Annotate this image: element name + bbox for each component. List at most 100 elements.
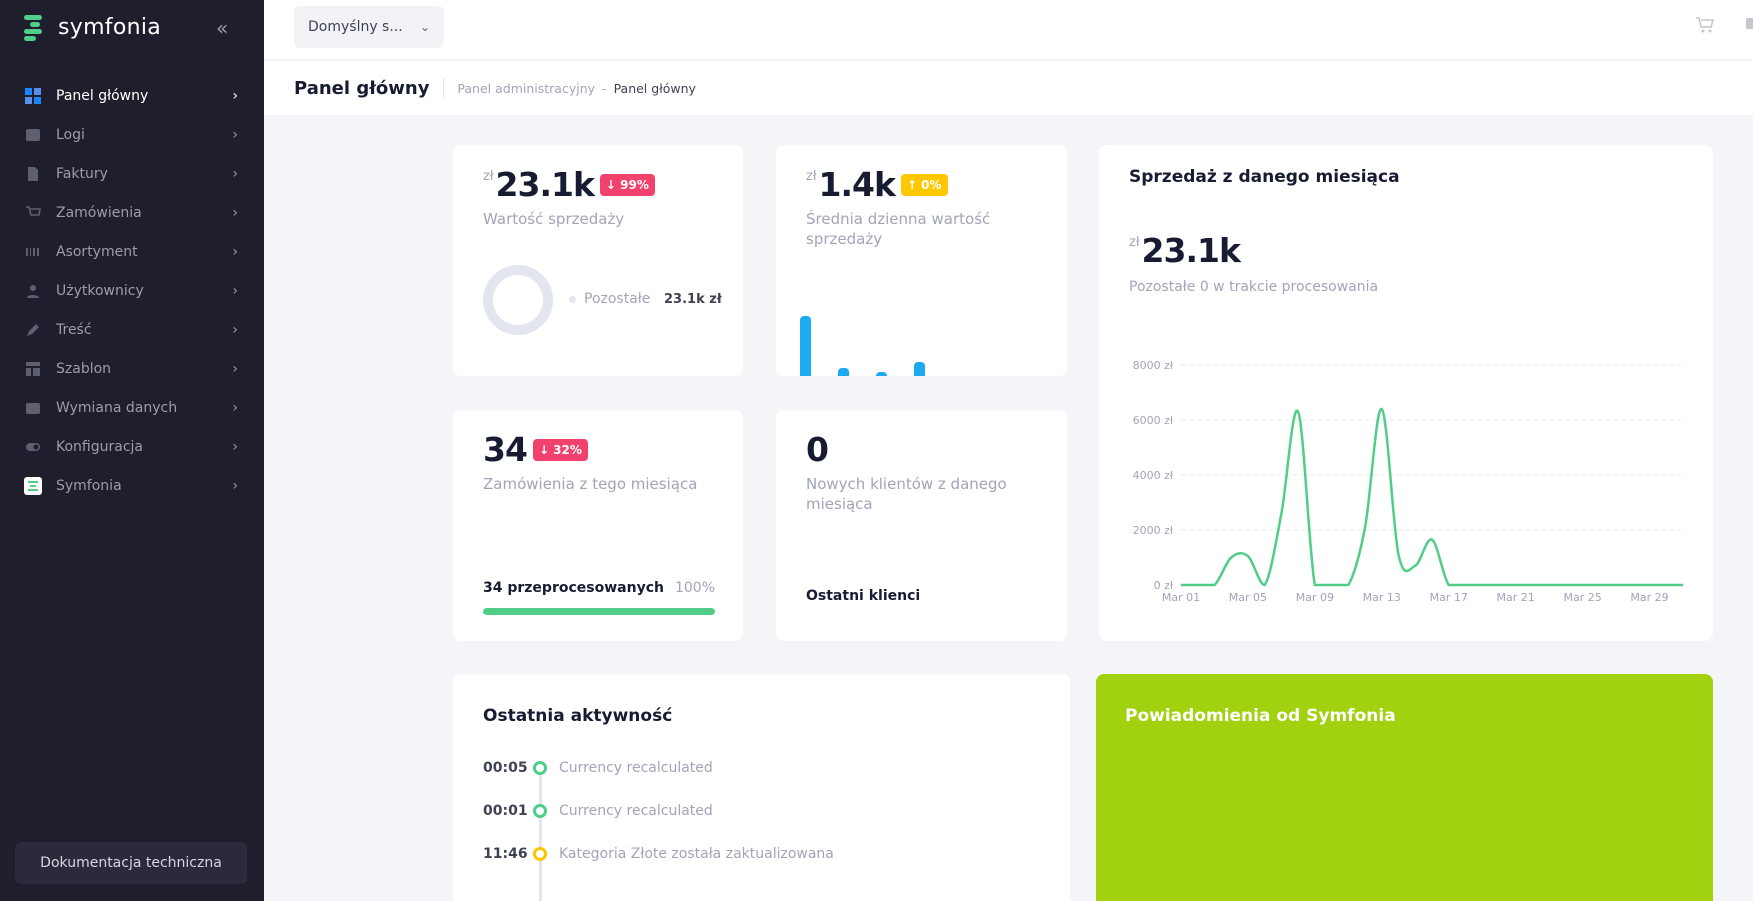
page-title: Panel główny bbox=[294, 77, 445, 99]
store-select-value: Domyślny s... bbox=[308, 19, 403, 35]
sales-value-label: Wartość sprzedaży bbox=[483, 210, 625, 228]
store-select[interactable]: Domyślny s... ⌄ bbox=[294, 6, 444, 48]
sidebar-item-zamówienia[interactable]: Zamówienia › bbox=[0, 193, 264, 232]
activity-time: 11:46 bbox=[483, 846, 528, 862]
data-point[interactable] bbox=[1560, 579, 1572, 591]
data-point[interactable] bbox=[1459, 579, 1471, 591]
data-point[interactable] bbox=[1342, 579, 1354, 591]
data-point[interactable] bbox=[1259, 579, 1271, 591]
sidebar-item-label: Asortyment bbox=[56, 243, 138, 260]
breadcrumb: Panel administracyjny - Panel główny bbox=[444, 81, 696, 96]
data-point[interactable] bbox=[1493, 579, 1505, 591]
sidebar-item-wymiana-danych[interactable]: Wymiana danych › bbox=[0, 388, 264, 427]
data-point[interactable] bbox=[1627, 579, 1639, 591]
monthly-sales-title: Sprzedaż z danego miesiąca bbox=[1129, 167, 1400, 187]
chevron-right-icon: › bbox=[232, 243, 238, 260]
data-point[interactable] bbox=[1526, 579, 1538, 591]
data-point[interactable] bbox=[1192, 579, 1204, 591]
sidebar-item-użytkownicy[interactable]: Użytkownicy › bbox=[0, 271, 264, 310]
notifications-card: Powiadomienia od Symfonia bbox=[1096, 674, 1713, 901]
data-point[interactable] bbox=[1376, 403, 1388, 415]
sidebar-item-treść[interactable]: Treść › bbox=[0, 310, 264, 349]
sidebar-item-logi[interactable]: Logi › bbox=[0, 115, 264, 154]
new-clients-value: 0 bbox=[806, 430, 829, 469]
sidebar: symfonia « Panel główny › Logi › Faktury › Zam… bbox=[0, 0, 264, 901]
sidebar-item-faktury[interactable]: Faktury › bbox=[0, 154, 264, 193]
data-point[interactable] bbox=[1577, 579, 1589, 591]
legend-value: 23.1k zł bbox=[664, 291, 722, 307]
dashboard-icon bbox=[24, 87, 42, 105]
sidebar-item-label: Faktury bbox=[56, 165, 108, 182]
progress-bar bbox=[483, 608, 715, 615]
x-tick-label: Mar 21 bbox=[1497, 591, 1535, 604]
sidebar-nav: Panel główny › Logi › Faktury › Zamówienia › Aso… bbox=[0, 76, 264, 505]
currency-label: zł bbox=[483, 169, 494, 184]
sidebar-item-symfonia[interactable]: Symfonia › bbox=[0, 466, 264, 505]
new-clients-card: 0 Nowych klientów z danego miesiąca Osta… bbox=[776, 410, 1067, 641]
activity-item: 11:46 Kategoria Złote została zaktualizow… bbox=[483, 846, 1043, 862]
breadcrumb-admin[interactable]: Panel administracyjny bbox=[457, 80, 596, 96]
data-point[interactable] bbox=[1309, 579, 1321, 591]
trend-badge: ↑ 0% bbox=[900, 174, 948, 196]
data-point[interactable] bbox=[1326, 579, 1338, 591]
chevron-right-icon: › bbox=[232, 438, 238, 455]
data-point[interactable] bbox=[1393, 549, 1405, 561]
sales-line-chart: 0 zł 2000 zł 4000 zł 6000 zł 8000 zł Mar 01 Ma… bbox=[1133, 359, 1689, 604]
mini-bar bbox=[876, 372, 887, 376]
sidebar-item-label: Użytkownicy bbox=[56, 282, 144, 299]
activity-item: 00:01 Currency recalculated bbox=[483, 803, 1043, 819]
activity-text: Kategoria Złote została zaktualizowana bbox=[559, 846, 834, 862]
activity-card: Ostatnia aktywność 00:05 Currency recalcu… bbox=[453, 674, 1070, 901]
sidebar-item-konfiguracja[interactable]: Konfiguracja › bbox=[0, 427, 264, 466]
data-point[interactable] bbox=[1660, 579, 1672, 591]
mini-bar bbox=[838, 368, 849, 376]
data-point[interactable] bbox=[1426, 534, 1438, 546]
trend-badge: ↓ 32% bbox=[532, 439, 588, 461]
x-tick-label: Mar 25 bbox=[1563, 591, 1601, 604]
data-point[interactable] bbox=[1476, 579, 1488, 591]
data-point[interactable] bbox=[1175, 579, 1187, 591]
data-point[interactable] bbox=[1510, 579, 1522, 591]
data-point[interactable] bbox=[1359, 521, 1371, 533]
data-point[interactable] bbox=[1242, 550, 1254, 562]
sidebar-item-panel-główny[interactable]: Panel główny › bbox=[0, 76, 264, 115]
x-tick-label: Mar 01 bbox=[1162, 591, 1200, 604]
activity-title: Ostatnia aktywność bbox=[483, 706, 673, 726]
chevron-right-icon: › bbox=[232, 204, 238, 221]
data-point[interactable] bbox=[1409, 560, 1421, 572]
y-tick-label: 0 zł bbox=[1154, 579, 1174, 592]
data-point[interactable] bbox=[1275, 508, 1287, 520]
activity-time: 00:01 bbox=[483, 803, 528, 819]
mini-bar bbox=[914, 362, 925, 376]
data-point[interactable] bbox=[1644, 579, 1656, 591]
data-point[interactable] bbox=[1677, 579, 1689, 591]
breadcrumb-separator: - bbox=[602, 80, 607, 96]
monthly-sales-value: 23.1k bbox=[1141, 231, 1241, 270]
technical-docs-button[interactable]: Dokumentacja techniczna bbox=[15, 842, 247, 884]
top-header: Domyślny s... ⌄ bbox=[264, 0, 1753, 60]
sidebar-item-asortyment[interactable]: Asortyment › bbox=[0, 232, 264, 271]
data-point[interactable] bbox=[1292, 406, 1304, 418]
sidebar-item-label: Treść bbox=[56, 321, 92, 338]
donut-legend: Pozostałe 23.1k zł bbox=[569, 291, 722, 307]
data-point[interactable] bbox=[1593, 579, 1605, 591]
avg-daily-card: zł 1.4k ↑ 0% Średnia dzienna wartość spr… bbox=[776, 145, 1067, 376]
barcode-icon bbox=[24, 243, 42, 261]
data-point[interactable] bbox=[1225, 552, 1237, 564]
data-point[interactable] bbox=[1610, 579, 1622, 591]
trend-badge-value: 0% bbox=[921, 178, 942, 192]
cart-icon[interactable] bbox=[1695, 16, 1715, 39]
message-icon[interactable] bbox=[1745, 16, 1753, 39]
data-point[interactable] bbox=[1208, 579, 1220, 591]
double-chevron-left-icon[interactable]: « bbox=[216, 16, 229, 40]
x-tick-label: Mar 09 bbox=[1296, 591, 1334, 604]
data-point[interactable] bbox=[1443, 579, 1455, 591]
data-point[interactable] bbox=[1543, 579, 1555, 591]
logo[interactable]: symfonia bbox=[24, 14, 161, 41]
toggle-icon bbox=[24, 438, 42, 456]
layout-icon bbox=[24, 360, 42, 378]
progress-percent: 100% bbox=[674, 580, 715, 596]
page-toolbar: Panel główny Panel administracyjny - Pan… bbox=[264, 61, 1753, 115]
sidebar-item-szablon[interactable]: Szablon › bbox=[0, 349, 264, 388]
currency-label: zł bbox=[806, 169, 817, 184]
